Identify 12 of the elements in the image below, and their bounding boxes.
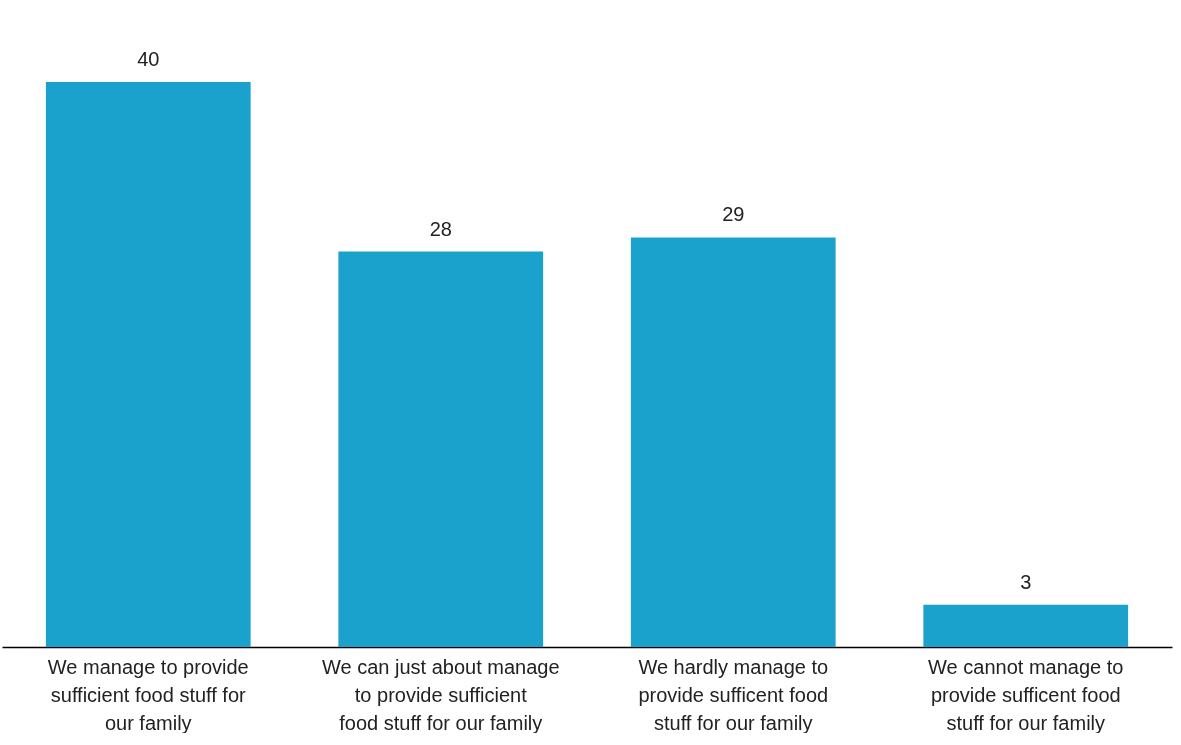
bar bbox=[630, 237, 836, 647]
data-label: 28 bbox=[429, 217, 452, 240]
x-tick-label: We manage to provide sufficient food stuff for our family bbox=[47, 655, 249, 734]
data-label: 3 bbox=[1020, 570, 1032, 593]
x-tick-label: We cannot manage to provide sufficent food stuff for our family bbox=[928, 655, 1124, 734]
x-tick-label: We hardly manage to provide sufficent food stuff for our family bbox=[638, 655, 829, 734]
x-tick-label: We can just about manage to provide sufficient food stuff for our family bbox=[321, 655, 560, 734]
bar bbox=[45, 82, 251, 647]
bar bbox=[923, 604, 1129, 647]
data-label: 29 bbox=[722, 203, 745, 226]
bar bbox=[338, 251, 544, 647]
data-label: 40 bbox=[137, 48, 160, 70]
